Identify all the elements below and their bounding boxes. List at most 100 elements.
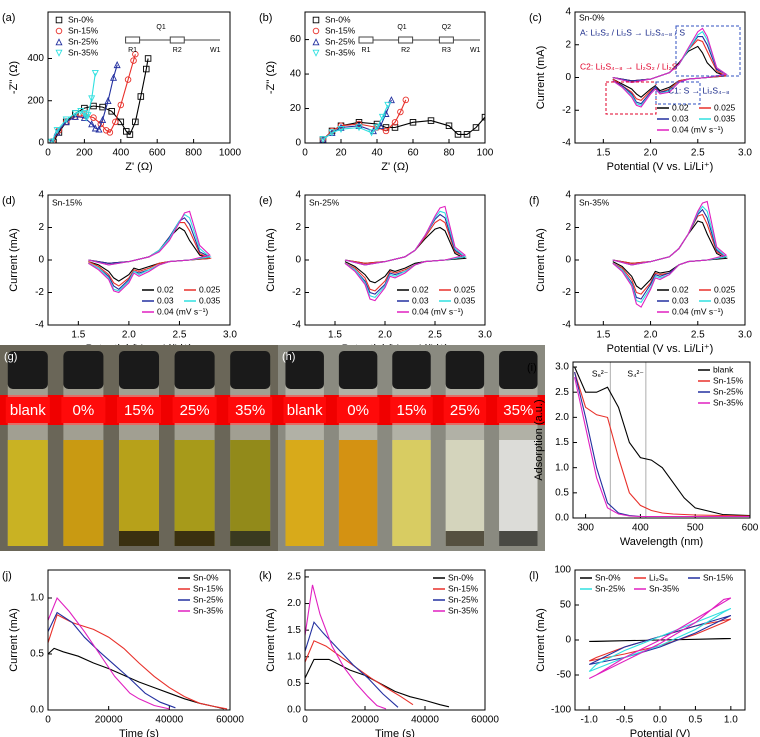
y-axis-label: Adsorption (a.u.) xyxy=(533,399,545,480)
marker xyxy=(55,49,63,57)
vial-cap xyxy=(230,351,271,389)
marker xyxy=(463,131,471,138)
y-tick-label: 0 xyxy=(38,255,44,266)
y-tick-label: -50 xyxy=(557,670,572,681)
series-line xyxy=(88,213,212,292)
marker xyxy=(55,27,63,35)
marker xyxy=(48,138,56,143)
vial-liquid xyxy=(230,440,271,546)
marker xyxy=(126,131,134,138)
label-tag xyxy=(228,397,273,423)
vial-cap xyxy=(285,351,324,389)
marker xyxy=(90,102,97,110)
legend-label: 0.04 (mV s⁻¹) xyxy=(412,306,463,316)
vial-cap xyxy=(118,351,160,389)
y-tick-label: -100 xyxy=(551,705,571,716)
series-line xyxy=(48,611,176,709)
y-tick-label: -2 xyxy=(35,287,44,298)
marker xyxy=(454,131,462,138)
vial-cap xyxy=(174,351,215,389)
legend-label: Sn-0% xyxy=(193,572,219,582)
y-tick-label: -4 xyxy=(562,320,571,331)
legend-label: Li₂S₆ xyxy=(649,572,668,582)
marker xyxy=(337,125,345,134)
y-tick-label: 2.5 xyxy=(287,572,301,583)
vial-label: blank xyxy=(10,402,46,419)
x-tick-label: 0.5 xyxy=(688,715,702,726)
panel-label: (a) xyxy=(2,12,15,24)
y-tick-label: 0.5 xyxy=(555,487,569,498)
x-tick-label: 60000 xyxy=(216,715,244,726)
vial-liquid xyxy=(174,440,215,546)
y-tick-label: 0.5 xyxy=(287,678,301,689)
y-tick-label: 0 xyxy=(295,255,301,266)
circuit-label: W1 xyxy=(210,47,221,54)
marker xyxy=(99,103,106,111)
circuit-label: Q2 xyxy=(442,24,451,31)
highlight-box xyxy=(655,81,701,105)
plot-frame xyxy=(574,569,746,711)
legend-label: Sn-15% xyxy=(193,583,224,593)
panel-label: (j) xyxy=(2,570,12,582)
marker xyxy=(124,76,132,83)
series-line xyxy=(48,647,225,710)
legend-label: 0.03 xyxy=(157,295,174,305)
marker xyxy=(402,96,410,104)
x-tick-label: 1.5 xyxy=(596,330,610,341)
legend-label: 0.035 xyxy=(714,295,736,305)
y-tick-label: 0 xyxy=(565,72,571,83)
marker xyxy=(312,16,320,24)
plot-area xyxy=(48,596,228,710)
x-tick-label: 0.0 xyxy=(653,715,667,726)
legend-label: Sn-0% xyxy=(595,572,621,582)
y-tick-label: 0 xyxy=(38,138,44,149)
marker xyxy=(384,101,392,109)
x-tick-label: 1.5 xyxy=(596,148,610,159)
x-axis-label: Potential (V) xyxy=(630,728,691,737)
y-tick-label: 2 xyxy=(565,39,571,50)
legend-label: 0.04 (mV s⁻¹) xyxy=(672,306,723,316)
y-axis-label: Current (mA) xyxy=(265,228,277,292)
y-tick-label: -4 xyxy=(562,138,571,149)
plot-frame xyxy=(574,194,746,326)
legend-label: Sn-35% xyxy=(325,47,356,57)
x-tick-label: -1.0 xyxy=(581,715,599,726)
legend-label: Sn-15% xyxy=(68,25,99,35)
plot-frame xyxy=(304,194,486,326)
marker xyxy=(95,125,103,133)
x-tick-label: 600 xyxy=(742,523,759,534)
y-axis-label: -Z'' (Ω) xyxy=(265,61,277,94)
circuit-label: R2 xyxy=(401,47,410,54)
panel-label: (b) xyxy=(259,12,272,24)
x-tick-label: 0 xyxy=(302,715,308,726)
circuit-label: R3 xyxy=(442,47,451,54)
y-tick-label: 0 xyxy=(295,138,301,149)
marker xyxy=(378,113,386,121)
y-tick-label: 60 xyxy=(290,34,302,45)
x-tick-label: 100 xyxy=(477,148,494,159)
annotation: A: Li₂S₂ / Li₂S → Li₂S₄₋₈ / S xyxy=(580,27,685,37)
legend-label: Sn-35% xyxy=(649,583,680,593)
panel-label: (f) xyxy=(529,195,539,207)
vial-label: 35% xyxy=(503,402,533,419)
marker xyxy=(319,136,327,143)
legend-label: Sn-15% xyxy=(713,375,744,385)
y-tick-label: -2 xyxy=(292,287,301,298)
vial-sediment xyxy=(499,531,538,546)
marker xyxy=(84,112,92,120)
marker xyxy=(373,124,381,132)
vial-cap xyxy=(7,351,48,389)
panel-label: (k) xyxy=(259,570,272,582)
y-tick-label: 40 xyxy=(290,69,302,80)
marker xyxy=(445,122,453,130)
x-tick-label: 60000 xyxy=(471,715,499,726)
panel-label: (c) xyxy=(529,12,542,24)
y-tick-label: 4 xyxy=(565,190,571,201)
marker xyxy=(88,120,96,128)
circuit-label: R1 xyxy=(362,47,371,54)
legend-label: 0.03 xyxy=(412,295,429,305)
legend-label: 0.02 xyxy=(412,284,429,294)
series-line xyxy=(88,210,211,294)
y-tick-label: -4 xyxy=(292,320,301,331)
